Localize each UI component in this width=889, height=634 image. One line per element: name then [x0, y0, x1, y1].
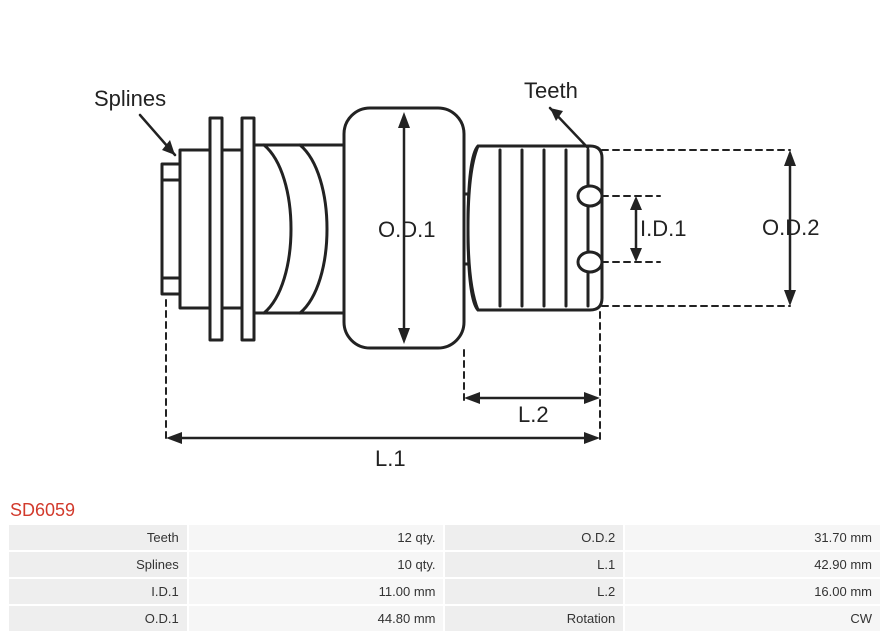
spec-value: 11.00 mm	[188, 578, 445, 605]
spec-value: 42.90 mm	[624, 551, 881, 578]
spec-key: L.1	[444, 551, 624, 578]
spec-key: Teeth	[8, 524, 188, 551]
spec-value: 44.80 mm	[188, 605, 445, 632]
part-number: SD6059	[10, 500, 75, 521]
engineering-drawing-svg	[0, 0, 889, 490]
spec-key: L.2	[444, 578, 624, 605]
diagram-area: Splines Teeth O.D.1 O.D.2 I.D.1 L.1 L.2	[0, 0, 889, 490]
spec-key: Splines	[8, 551, 188, 578]
spec-value: 16.00 mm	[624, 578, 881, 605]
table-row: Teeth 12 qty. O.D.2 31.70 mm	[8, 524, 881, 551]
spec-value: 31.70 mm	[624, 524, 881, 551]
table-row: O.D.1 44.80 mm Rotation CW	[8, 605, 881, 632]
spec-value: 12 qty.	[188, 524, 445, 551]
table-row: I.D.1 11.00 mm L.2 16.00 mm	[8, 578, 881, 605]
spec-value: CW	[624, 605, 881, 632]
spec-key: O.D.2	[444, 524, 624, 551]
spec-key: I.D.1	[8, 578, 188, 605]
spec-key: O.D.1	[8, 605, 188, 632]
table-row: Splines 10 qty. L.1 42.90 mm	[8, 551, 881, 578]
spec-key: Rotation	[444, 605, 624, 632]
spec-value: 10 qty.	[188, 551, 445, 578]
spec-table: Teeth 12 qty. O.D.2 31.70 mm Splines 10 …	[8, 524, 881, 632]
